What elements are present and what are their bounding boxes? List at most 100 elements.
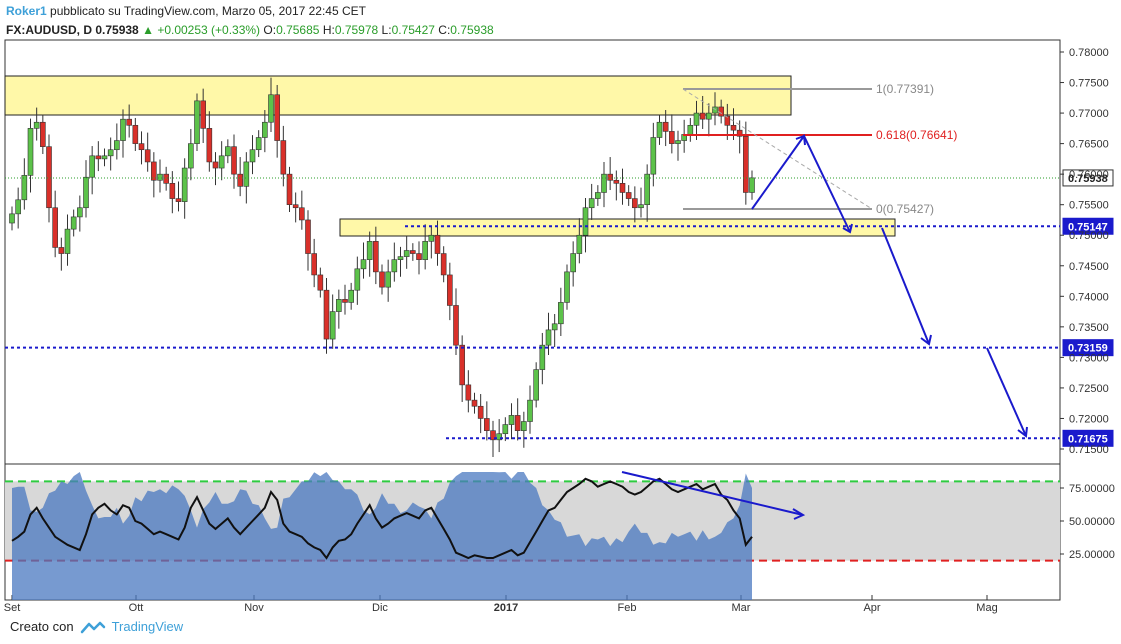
bear-candle [662,121,669,132]
bull-candle [539,344,546,370]
high-value: 0.75978 [334,23,379,37]
fib-label-618: 0.618(0.76641) [876,128,957,142]
bull-candle [157,173,163,181]
bear-candle [619,183,626,193]
price-levels: 0.75938 0.75147 0.73159 0.71675 [5,169,1114,447]
rsi-tick-label: 25.00000 [1069,549,1115,561]
bear-candle [138,143,145,151]
y-tick-label: 0.74500 [1069,261,1109,273]
bull-candle [391,259,398,273]
bear-candle [58,247,65,254]
bull-candle [558,302,564,325]
bull-candle [656,121,663,138]
bull-candle [336,299,342,312]
projection-path [621,134,1028,520]
y-tick-label: 0.71500 [1069,444,1109,456]
bear-candle [440,253,447,276]
bull-candle [101,155,108,160]
bear-candle [477,405,484,419]
bear-candle [231,146,237,175]
bull-candle [644,173,650,205]
bull-candle [595,192,601,199]
bear-candle [163,173,169,184]
arrowhead-4 [1017,426,1028,438]
bear-candle [484,418,490,431]
bull-candle [366,241,373,260]
bear-candle [699,112,706,120]
bull-candle [83,176,89,209]
rsi-area-series [12,472,752,600]
bear-candle [453,305,459,346]
bull-candle [15,199,21,215]
bull-candle [650,137,657,175]
price-label-box [1062,169,1114,187]
bull-candle [706,112,712,120]
bear-candle [292,204,299,209]
bull-candle [243,161,250,187]
bear-candle [514,415,521,431]
bull-candle [262,121,268,138]
bear-candle [323,289,330,340]
y-axis-labels: 0.78000 0.77500 0.77000 0.76500 0.76000 0.755… [1060,47,1109,456]
bear-candle [46,146,52,209]
rsi-tick-label: 50.00000 [1069,516,1115,528]
header-line-1: Roker1 pubblicato su TradingView.com, Ma… [6,4,366,18]
bull-candle [545,329,552,346]
tradingview-brand[interactable]: TradingView [111,619,184,634]
bull-candle [114,140,120,151]
author-name[interactable]: Roker1 [6,4,47,18]
bull-candle [496,433,502,441]
price-label-text: 0.75938 [1068,173,1108,185]
y-tick-label: 0.72000 [1069,413,1109,425]
x-tick-label: Dic [372,602,388,614]
bear-candle [299,207,305,221]
bear-candle [52,207,58,248]
bear-candle [212,161,219,169]
bull-candle [749,177,755,193]
footer: Creato con TradingView [10,619,183,634]
candles [9,77,755,457]
price-label-text: 0.75147 [1068,221,1108,233]
bear-candle [175,198,182,202]
y-tick-label: 0.75500 [1069,200,1109,212]
price-change: +0.00253 (+0.33%) [157,23,261,37]
high-label: H: [322,23,335,37]
bull-candle [527,399,533,422]
low-label: L: [381,23,392,37]
rsi-line [11,477,753,560]
y-tick-label: 0.73500 [1069,322,1109,334]
bull-candle [348,289,354,303]
bull-candle [403,250,410,257]
bull-candle [188,143,194,169]
tradingview-logo-icon [80,621,105,633]
bull-candle [249,149,256,163]
bear-candle [40,121,46,147]
close-value: 0.75938 [450,23,494,37]
x-tick-label: Nov [244,602,264,614]
fib-label-0: 0(0.75427) [876,202,934,216]
bear-candle [206,128,213,163]
bear-candle [169,183,176,199]
arrowhead-5 [792,508,806,520]
x-tick-label: Feb [618,602,637,614]
bear-candle [200,100,206,129]
rsi-divergence-arrow [621,471,804,516]
bear-candle [317,274,324,291]
x-tick-label: Apr [863,602,880,614]
bull-candle [9,213,15,224]
bull-candle [687,124,694,135]
bear-candle [305,219,311,254]
bull-candle [693,112,700,126]
bear-candle [613,179,620,184]
bear-candle [730,124,737,131]
symbol-label: FX:AUDUSD, D [6,23,92,37]
y-tick-label: 0.76000 [1069,169,1109,181]
bull-candle [64,228,71,254]
bull-candle [588,198,595,209]
bear-candle [607,173,613,181]
bull-candle [502,424,509,435]
y-tick-label: 0.78000 [1069,47,1109,59]
bull-candle [33,121,40,129]
x-tick-label: Mag [976,602,997,614]
